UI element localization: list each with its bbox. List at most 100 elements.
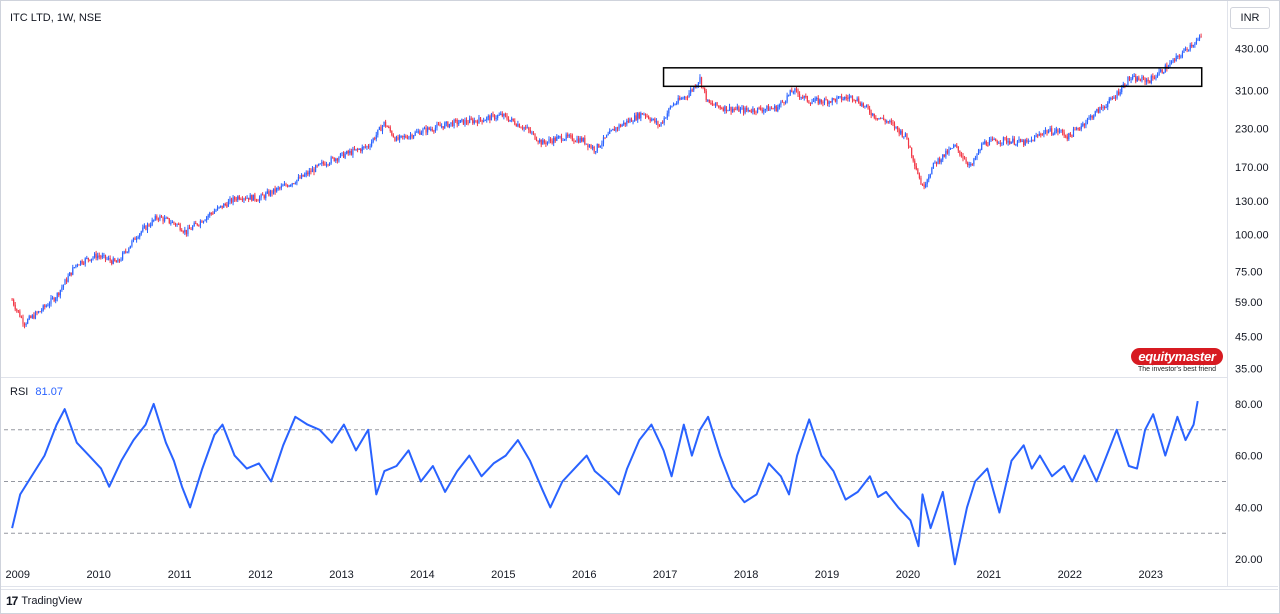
candle-body xyxy=(268,191,270,196)
candle-body xyxy=(599,145,601,148)
candle-body xyxy=(201,220,203,223)
candle-body xyxy=(1030,139,1033,141)
candle-body xyxy=(1124,84,1126,87)
candle-body xyxy=(255,199,258,201)
tradingview-footer[interactable]: 17 TradingView xyxy=(6,594,82,608)
candle-body xyxy=(797,90,799,94)
candle-body xyxy=(584,137,586,144)
currency-button[interactable]: INR xyxy=(1230,7,1270,29)
candle-body xyxy=(408,136,410,139)
time-tick-label: 2014 xyxy=(410,569,434,581)
candle-body xyxy=(1082,123,1084,127)
candle-body xyxy=(957,146,959,151)
candle-body xyxy=(1141,76,1143,81)
candle-body xyxy=(360,148,362,152)
candle-body xyxy=(395,137,398,141)
candle-body xyxy=(364,146,366,148)
candle-body xyxy=(590,145,592,149)
candle-body xyxy=(546,141,549,144)
candle-body xyxy=(392,135,394,138)
candle-body xyxy=(1047,131,1050,134)
candle-body xyxy=(582,137,584,142)
candle-body xyxy=(93,253,96,258)
candle-body xyxy=(974,158,977,160)
candle-body xyxy=(1013,138,1015,145)
candle-body xyxy=(470,118,472,120)
candle-body xyxy=(800,97,802,99)
time-tick-label: 2009 xyxy=(6,569,30,581)
candle-body xyxy=(977,150,980,155)
candle-body xyxy=(1016,141,1019,145)
candle-body xyxy=(917,169,919,175)
candle-body xyxy=(837,96,840,98)
candle-body xyxy=(1004,137,1006,139)
candle-body xyxy=(115,261,117,263)
candle-body xyxy=(861,103,863,106)
candle-body xyxy=(562,140,564,142)
candle-body xyxy=(560,136,563,141)
candle-body xyxy=(241,199,244,201)
candle-body xyxy=(47,305,49,307)
candle-body xyxy=(658,125,661,127)
candle-body xyxy=(929,174,931,178)
candle-body xyxy=(374,138,376,140)
candle-body xyxy=(812,100,815,102)
candle-body xyxy=(806,96,808,102)
candle-body xyxy=(1192,44,1194,47)
candle-body xyxy=(20,316,23,318)
candle-body xyxy=(693,86,695,91)
candle-body xyxy=(1097,109,1099,113)
candle-body xyxy=(109,258,111,261)
candle-body xyxy=(193,223,195,227)
candle-body xyxy=(403,136,405,138)
candle-body xyxy=(780,101,782,105)
candle-body xyxy=(847,97,849,99)
candle-body xyxy=(884,119,886,122)
candle-body xyxy=(839,96,841,98)
candle-body xyxy=(107,258,110,260)
candle-body xyxy=(363,146,365,148)
candle-body xyxy=(1128,76,1131,80)
candle-body xyxy=(565,134,567,140)
candle-body xyxy=(76,264,79,266)
candle-body xyxy=(683,96,686,99)
candle-body xyxy=(178,224,180,226)
candle-body xyxy=(336,158,338,161)
candle-body xyxy=(143,225,145,228)
candle-body xyxy=(70,272,72,275)
candle-body xyxy=(101,255,103,258)
candle-body xyxy=(727,110,729,112)
candle-body xyxy=(690,89,692,94)
candle-body xyxy=(699,77,701,83)
candle-body xyxy=(704,87,706,91)
candle-body xyxy=(103,254,105,256)
candle-body xyxy=(1111,98,1113,100)
candle-body xyxy=(249,195,251,200)
candle-body xyxy=(962,156,964,159)
candle-body xyxy=(1183,49,1185,53)
candle-body xyxy=(1058,131,1061,133)
candle-body xyxy=(834,98,836,102)
candle-body xyxy=(118,259,121,261)
candle-body xyxy=(1079,128,1081,130)
candle-body xyxy=(207,215,209,217)
candle-body xyxy=(129,245,131,249)
candle-body xyxy=(1090,115,1092,118)
pane-divider[interactable] xyxy=(1,377,1227,378)
candle-body xyxy=(878,117,880,120)
candle-body xyxy=(272,188,275,194)
candle-body xyxy=(1136,77,1138,82)
candle-body xyxy=(1088,117,1090,119)
candle-body xyxy=(349,151,351,154)
candle-body xyxy=(674,104,676,106)
candle-body xyxy=(515,124,517,127)
candle-body xyxy=(920,178,922,185)
candle-body xyxy=(820,99,822,103)
candle-body xyxy=(1189,44,1191,50)
candle-body xyxy=(850,95,852,97)
candle-body xyxy=(380,127,382,132)
candle-body xyxy=(915,166,917,170)
candle-body xyxy=(1049,128,1051,132)
candle-body xyxy=(442,126,444,129)
